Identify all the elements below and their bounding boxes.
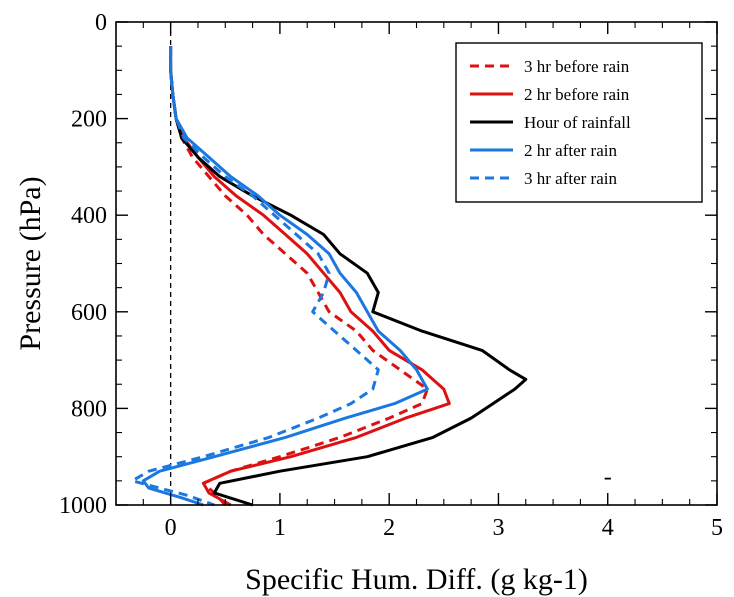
- y-tick-label: 400: [71, 203, 107, 229]
- series-line: [130, 46, 380, 507]
- legend-label: Hour of rainfall: [524, 113, 631, 132]
- series-line: [141, 46, 429, 507]
- legend: 3 hr before rain 2 hr before rain Hour of …: [455, 42, 703, 203]
- y-axis: 0 200 400 600 800 1000: [59, 10, 717, 519]
- y-tick-label: 800: [71, 396, 107, 422]
- x-axis-label: Specific Hum. Diff. (g kg-1): [245, 563, 588, 596]
- x-tick-label: 5: [711, 515, 723, 541]
- legend-label: 2 hr after rain: [524, 141, 617, 160]
- y-tick-label: 600: [71, 300, 107, 326]
- annotation-layer: -: [604, 464, 612, 490]
- y-tick-label: 200: [71, 107, 107, 133]
- legend-label: 2 hr before rain: [524, 85, 630, 104]
- x-axis: 0 1 2 3 4 5: [115, 22, 723, 541]
- legend-label: 3 hr before rain: [524, 57, 630, 76]
- x-tick-label: 2: [383, 515, 395, 541]
- x-tick-label: 4: [602, 515, 614, 541]
- series-layer: [130, 46, 528, 507]
- annotation-text: -: [604, 464, 612, 490]
- y-axis-label: Pressure (hPa): [14, 176, 47, 350]
- legend-label: 3 hr after rain: [524, 169, 617, 188]
- x-tick-label: 0: [165, 515, 177, 541]
- x-tick-label: 3: [492, 515, 504, 541]
- x-tick-label: 1: [274, 515, 286, 541]
- y-tick-label: 1000: [59, 493, 107, 519]
- y-tick-label: 0: [95, 10, 107, 36]
- series-line: [169, 46, 528, 507]
